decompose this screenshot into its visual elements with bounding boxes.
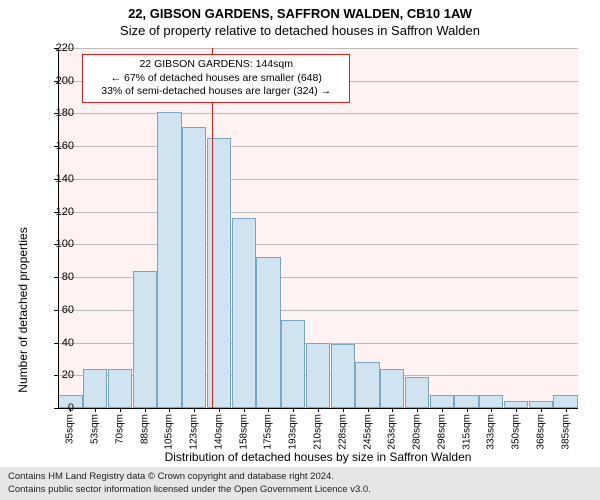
histogram-bar bbox=[553, 395, 577, 408]
histogram-bar bbox=[479, 395, 503, 408]
y-tick-mark bbox=[54, 408, 58, 409]
x-tick-mark bbox=[392, 408, 393, 412]
histogram-bar bbox=[256, 257, 280, 408]
x-tick-mark bbox=[417, 408, 418, 412]
plot-area: 22 GIBSON GARDENS: 144sqm← 67% of detach… bbox=[58, 48, 578, 408]
x-axis-label: Distribution of detached houses by size … bbox=[58, 450, 578, 464]
y-axis-line bbox=[58, 48, 59, 408]
x-tick-label: 210sqm bbox=[313, 414, 324, 450]
x-tick-mark bbox=[268, 408, 269, 412]
x-tick-label: 228sqm bbox=[337, 414, 348, 450]
x-tick-mark bbox=[219, 408, 220, 412]
x-tick-label: 53sqm bbox=[90, 414, 101, 444]
x-tick-mark bbox=[70, 408, 71, 412]
y-tick-mark bbox=[54, 343, 58, 344]
y-tick-mark bbox=[54, 244, 58, 245]
x-tick-label: 175sqm bbox=[263, 414, 274, 450]
callout-line: 33% of semi-detached houses are larger (… bbox=[89, 85, 343, 99]
x-tick-label: 245sqm bbox=[362, 414, 373, 450]
y-axis-label: Number of detached properties bbox=[16, 227, 30, 392]
x-tick-label: 263sqm bbox=[387, 414, 398, 450]
histogram-bar bbox=[405, 377, 429, 408]
gridline bbox=[58, 113, 578, 114]
chart-subtitle: Size of property relative to detached ho… bbox=[0, 21, 600, 38]
y-tick-mark bbox=[54, 310, 58, 311]
gridline bbox=[58, 244, 578, 245]
x-tick-mark bbox=[343, 408, 344, 412]
x-tick-label: 35sqm bbox=[65, 414, 76, 444]
x-tick-mark bbox=[491, 408, 492, 412]
x-tick-label: 193sqm bbox=[288, 414, 299, 450]
y-tick-mark bbox=[54, 81, 58, 82]
x-tick-label: 368sqm bbox=[535, 414, 546, 450]
gridline bbox=[58, 48, 578, 49]
footer-line1: Contains HM Land Registry data © Crown c… bbox=[8, 471, 592, 483]
callout-line: ← 67% of detached houses are smaller (64… bbox=[89, 72, 343, 86]
y-tick-mark bbox=[54, 48, 58, 49]
histogram-bar bbox=[430, 395, 454, 408]
footer: Contains HM Land Registry data © Crown c… bbox=[0, 467, 600, 500]
x-tick-mark bbox=[318, 408, 319, 412]
x-tick-label: 105sqm bbox=[164, 414, 175, 450]
chart-title-address: 22, GIBSON GARDENS, SAFFRON WALDEN, CB10… bbox=[0, 0, 600, 21]
x-tick-mark bbox=[467, 408, 468, 412]
histogram-bar bbox=[306, 343, 330, 408]
x-tick-mark bbox=[145, 408, 146, 412]
y-tick-mark bbox=[54, 375, 58, 376]
x-tick-mark bbox=[541, 408, 542, 412]
histogram-bar bbox=[331, 344, 355, 408]
callout-line: 22 GIBSON GARDENS: 144sqm bbox=[89, 58, 343, 72]
x-tick-mark bbox=[516, 408, 517, 412]
histogram-bar bbox=[281, 320, 305, 408]
gridline bbox=[58, 212, 578, 213]
x-tick-label: 280sqm bbox=[412, 414, 423, 450]
x-tick-mark bbox=[244, 408, 245, 412]
y-tick-mark bbox=[54, 277, 58, 278]
x-tick-label: 123sqm bbox=[189, 414, 200, 450]
x-tick-mark bbox=[442, 408, 443, 412]
gridline bbox=[58, 179, 578, 180]
y-tick-mark bbox=[54, 179, 58, 180]
y-tick-mark bbox=[54, 146, 58, 147]
x-tick-mark bbox=[169, 408, 170, 412]
histogram-bar bbox=[108, 369, 132, 408]
footer-line2: Contains public sector information licen… bbox=[8, 484, 592, 496]
x-tick-label: 158sqm bbox=[238, 414, 249, 450]
histogram-bar bbox=[157, 112, 181, 408]
x-tick-mark bbox=[120, 408, 121, 412]
y-tick-mark bbox=[54, 212, 58, 213]
x-tick-label: 298sqm bbox=[436, 414, 447, 450]
histogram-bar bbox=[232, 218, 256, 408]
y-tick-mark bbox=[54, 113, 58, 114]
property-callout: 22 GIBSON GARDENS: 144sqm← 67% of detach… bbox=[82, 54, 350, 103]
x-tick-mark bbox=[368, 408, 369, 412]
x-tick-label: 140sqm bbox=[213, 414, 224, 450]
x-tick-mark bbox=[95, 408, 96, 412]
x-tick-label: 315sqm bbox=[461, 414, 472, 450]
histogram-bar bbox=[182, 127, 206, 408]
x-tick-label: 88sqm bbox=[139, 414, 150, 444]
x-tick-label: 333sqm bbox=[486, 414, 497, 450]
histogram-bar bbox=[207, 138, 231, 408]
histogram-bar bbox=[380, 369, 404, 408]
x-tick-label: 385sqm bbox=[560, 414, 571, 450]
x-tick-mark bbox=[566, 408, 567, 412]
x-tick-mark bbox=[194, 408, 195, 412]
histogram-bar bbox=[454, 395, 478, 408]
x-tick-label: 350sqm bbox=[511, 414, 522, 450]
histogram-bar bbox=[355, 362, 379, 408]
x-tick-label: 70sqm bbox=[114, 414, 125, 444]
x-tick-mark bbox=[293, 408, 294, 412]
histogram-bar bbox=[83, 369, 107, 408]
gridline bbox=[58, 146, 578, 147]
histogram-bar bbox=[133, 271, 157, 408]
chart-container: 22, GIBSON GARDENS, SAFFRON WALDEN, CB10… bbox=[0, 0, 600, 500]
